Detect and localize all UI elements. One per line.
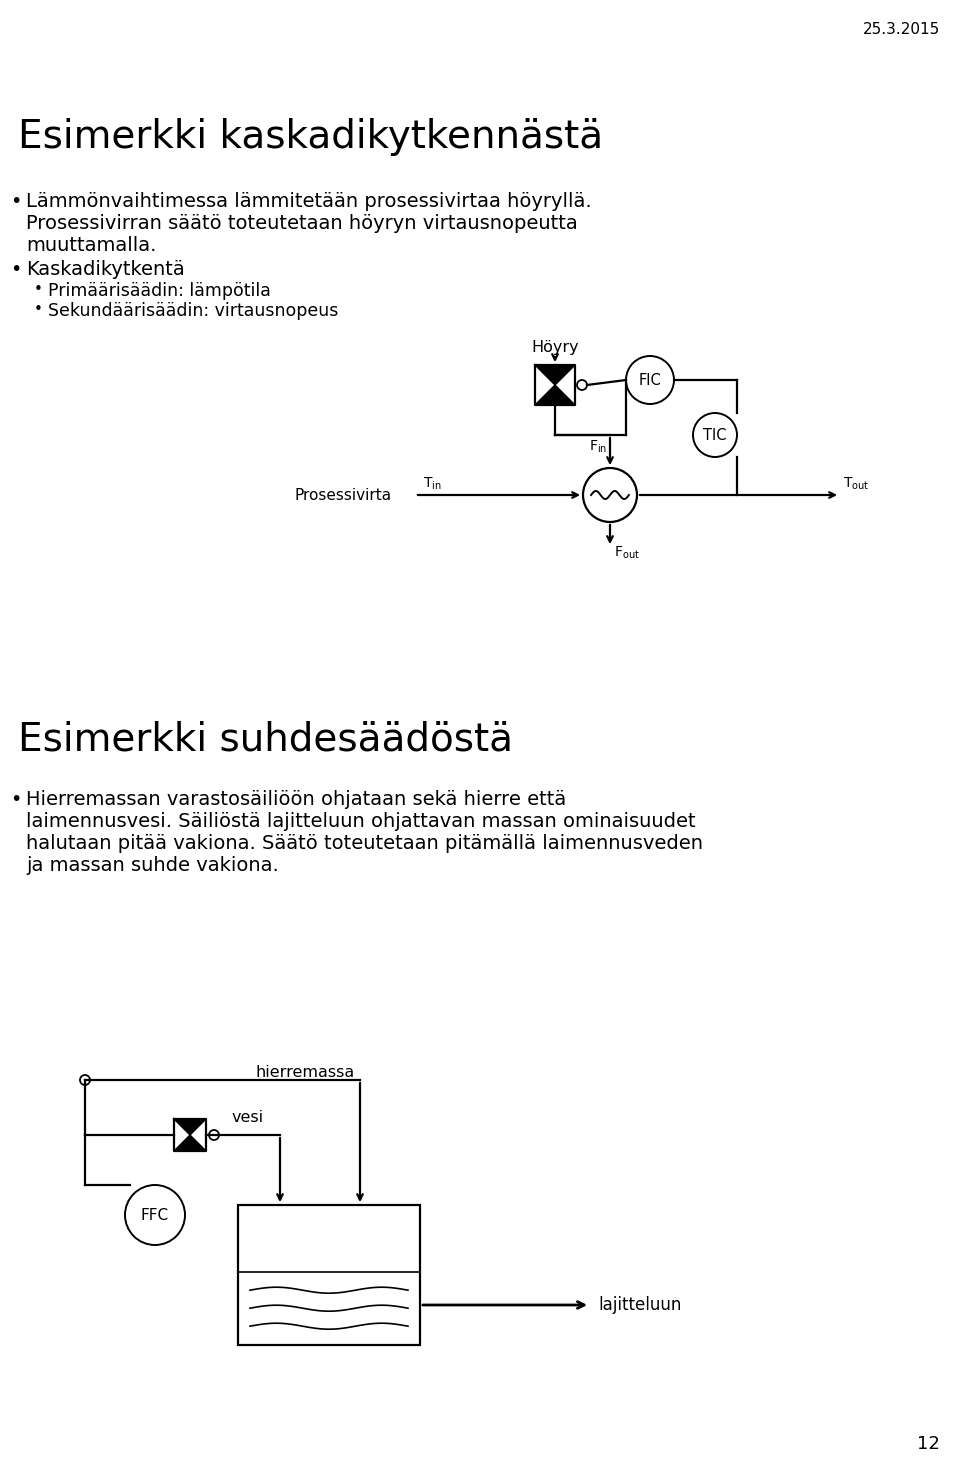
Text: •: • [10,260,21,278]
Text: Prosessivirta: Prosessivirta [295,487,392,503]
Text: Hierremassan varastosäiliöön ohjataan sekä hierre että: Hierremassan varastosäiliöön ohjataan se… [26,790,566,809]
Text: Höyry: Höyry [531,340,579,354]
Text: Prosessivirran säätö toteutetaan höyryn virtausnopeutta: Prosessivirran säätö toteutetaan höyryn … [26,214,578,233]
Text: laimennusvesi. Säiliöstä lajitteluun ohjattavan massan ominaisuudet: laimennusvesi. Säiliöstä lajitteluun ohj… [26,812,696,831]
Text: T$_{\mathrm{out}}$: T$_{\mathrm{out}}$ [843,475,870,491]
Text: Lämmönvaihtimessa lämmitetään prosessivirtaa höyryllä.: Lämmönvaihtimessa lämmitetään prosessivi… [26,192,591,211]
Text: vesi: vesi [232,1110,264,1126]
Text: Primäärisäädin: lämpötila: Primäärisäädin: lämpötila [48,281,271,300]
Text: lajitteluun: lajitteluun [598,1296,682,1314]
Text: hierremassa: hierremassa [255,1064,354,1080]
Text: •: • [10,192,21,211]
Text: Kaskadikytkentä: Kaskadikytkentä [26,260,184,278]
Text: Esimerkki suhdesäädöstä: Esimerkki suhdesäädöstä [18,720,513,758]
Text: Sekundäärisäädin: virtausnopeus: Sekundäärisäädin: virtausnopeus [48,302,338,319]
Text: 12: 12 [917,1435,940,1454]
Polygon shape [535,385,575,405]
Text: T$_{\mathrm{in}}$: T$_{\mathrm{in}}$ [423,475,442,491]
Text: FIC: FIC [638,372,661,388]
Polygon shape [174,1134,206,1150]
Text: F$_{\mathrm{in}}$: F$_{\mathrm{in}}$ [588,439,607,455]
Text: •: • [34,302,43,316]
Text: muuttamalla.: muuttamalla. [26,236,156,255]
Text: F$_{\mathrm{out}}$: F$_{\mathrm{out}}$ [614,545,639,561]
Text: halutaan pitää vakiona. Säätö toteutetaan pitämällä laimennusveden: halutaan pitää vakiona. Säätö toteutetaa… [26,834,703,853]
Text: •: • [34,281,43,297]
Text: Esimerkki kaskadikytkennästä: Esimerkki kaskadikytkennästä [18,118,603,156]
Polygon shape [174,1118,206,1134]
Bar [238,1204,420,1344]
Text: FFC: FFC [141,1207,169,1222]
Text: 25.3.2015: 25.3.2015 [863,22,940,36]
Text: TIC: TIC [704,427,727,442]
Polygon shape [535,364,575,385]
Text: ja massan suhde vakiona.: ja massan suhde vakiona. [26,856,278,875]
Text: •: • [10,790,21,809]
